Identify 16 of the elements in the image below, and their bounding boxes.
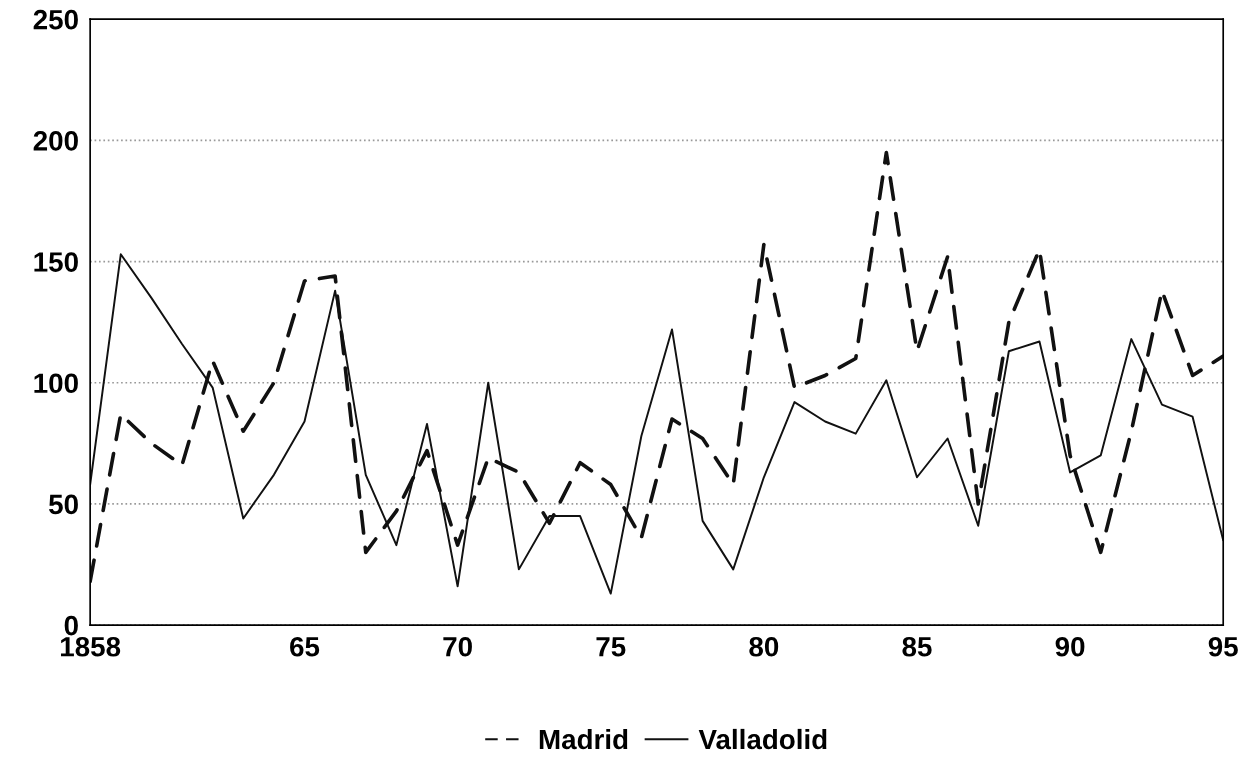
y-tick-label: 50 (48, 494, 78, 515)
x-tick-label: 65 (290, 636, 320, 657)
x-tick-label: 90 (1055, 636, 1085, 657)
legend-label: Valladolid (698, 728, 827, 750)
y-tick-label: 150 (34, 252, 78, 272)
legend-label: Madrid (539, 728, 628, 750)
y-tick-label: 200 (33, 131, 78, 151)
x-tick-label: 95 (1208, 636, 1238, 657)
y-tick-label: 100 (34, 373, 78, 394)
x-tick-label: 1858 (61, 636, 121, 657)
y-tick-label: 250 (33, 9, 78, 30)
x-tick-label: 70 (443, 636, 472, 657)
x-tick-label: 85 (902, 636, 932, 657)
y-tick-label: 0 (64, 615, 78, 636)
x-tick-label: 75 (596, 637, 626, 657)
x-tick-label: 80 (749, 636, 779, 657)
